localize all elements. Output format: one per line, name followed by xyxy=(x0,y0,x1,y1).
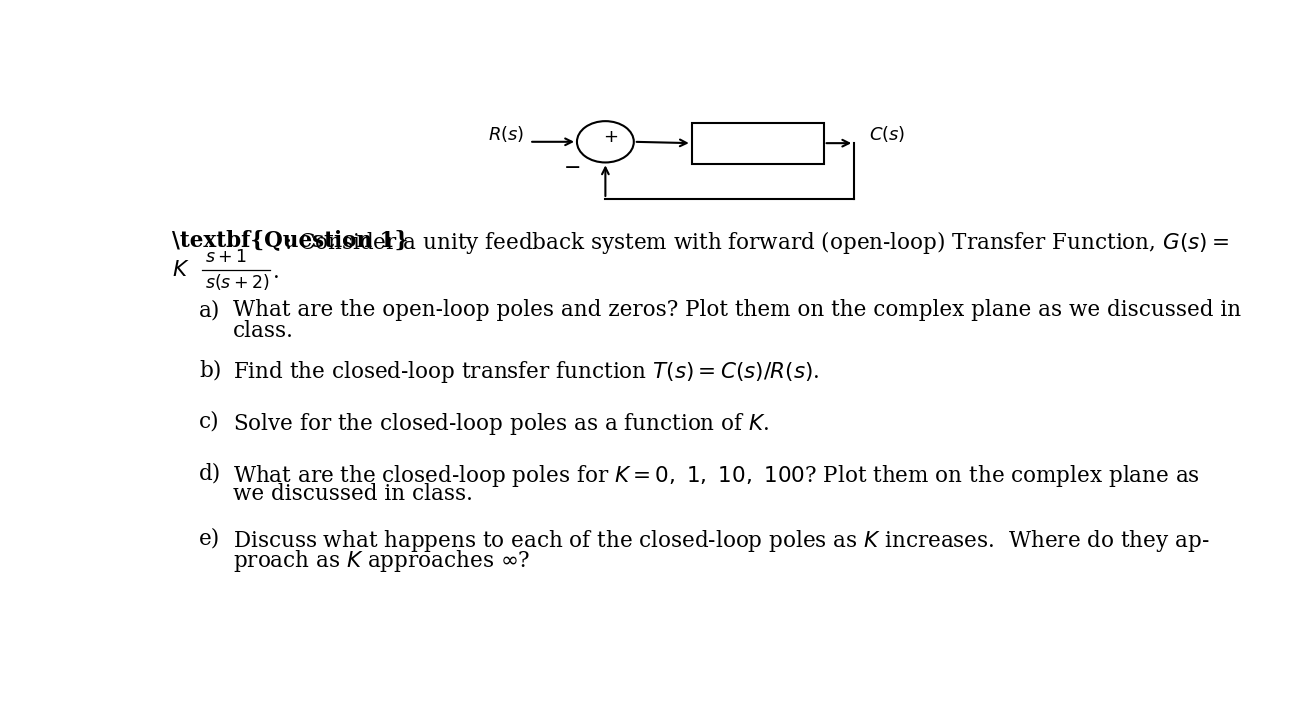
Text: proach as $K$ approaches $\infty$?: proach as $K$ approaches $\infty$? xyxy=(233,549,531,575)
Text: $R(s)$: $R(s)$ xyxy=(487,124,524,143)
Text: a): a) xyxy=(199,299,220,321)
Text: $\mathit{G}\mathit{(s)}$: $\mathit{G}\mathit{(s)}$ xyxy=(734,130,782,156)
Text: d): d) xyxy=(199,462,221,484)
Text: $s+1$: $s+1$ xyxy=(206,249,248,266)
Text: c): c) xyxy=(199,411,220,433)
Text: we discussed in class.: we discussed in class. xyxy=(233,483,473,505)
Text: e): e) xyxy=(199,528,220,550)
Text: \textbf{Question 1}: \textbf{Question 1} xyxy=(172,229,409,251)
Text: class.: class. xyxy=(233,320,293,342)
Text: .: . xyxy=(274,261,280,283)
FancyBboxPatch shape xyxy=(692,123,824,164)
Text: $-$: $-$ xyxy=(563,157,580,176)
Text: b): b) xyxy=(199,359,221,381)
Text: $C(s)$: $C(s)$ xyxy=(870,124,905,143)
Text: $s(s+2)$: $s(s+2)$ xyxy=(206,272,270,292)
Text: What are the closed-loop poles for $K = 0,\ 1,\ 10,\ 100$? Plot them on the comp: What are the closed-loop poles for $K = … xyxy=(233,462,1200,489)
Text: Find the closed-loop transfer function $T(s) = C(s)/R(s)$.: Find the closed-loop transfer function $… xyxy=(233,359,819,385)
Text: $+$: $+$ xyxy=(603,128,618,146)
Text: Solve for the closed-loop poles as a function of $K$.: Solve for the closed-loop poles as a fun… xyxy=(233,411,769,437)
Text: Discuss what happens to each of the closed-loop poles as $K$ increases.  Where d: Discuss what happens to each of the clos… xyxy=(233,528,1209,554)
Text: : Consider a unity feedback system with forward (open-loop) Transfer Function, $: : Consider a unity feedback system with … xyxy=(283,229,1229,256)
Text: What are the open-loop poles and zeros? Plot them on the complex plane as we dis: What are the open-loop poles and zeros? … xyxy=(233,299,1241,321)
Text: $K$: $K$ xyxy=(172,258,190,280)
